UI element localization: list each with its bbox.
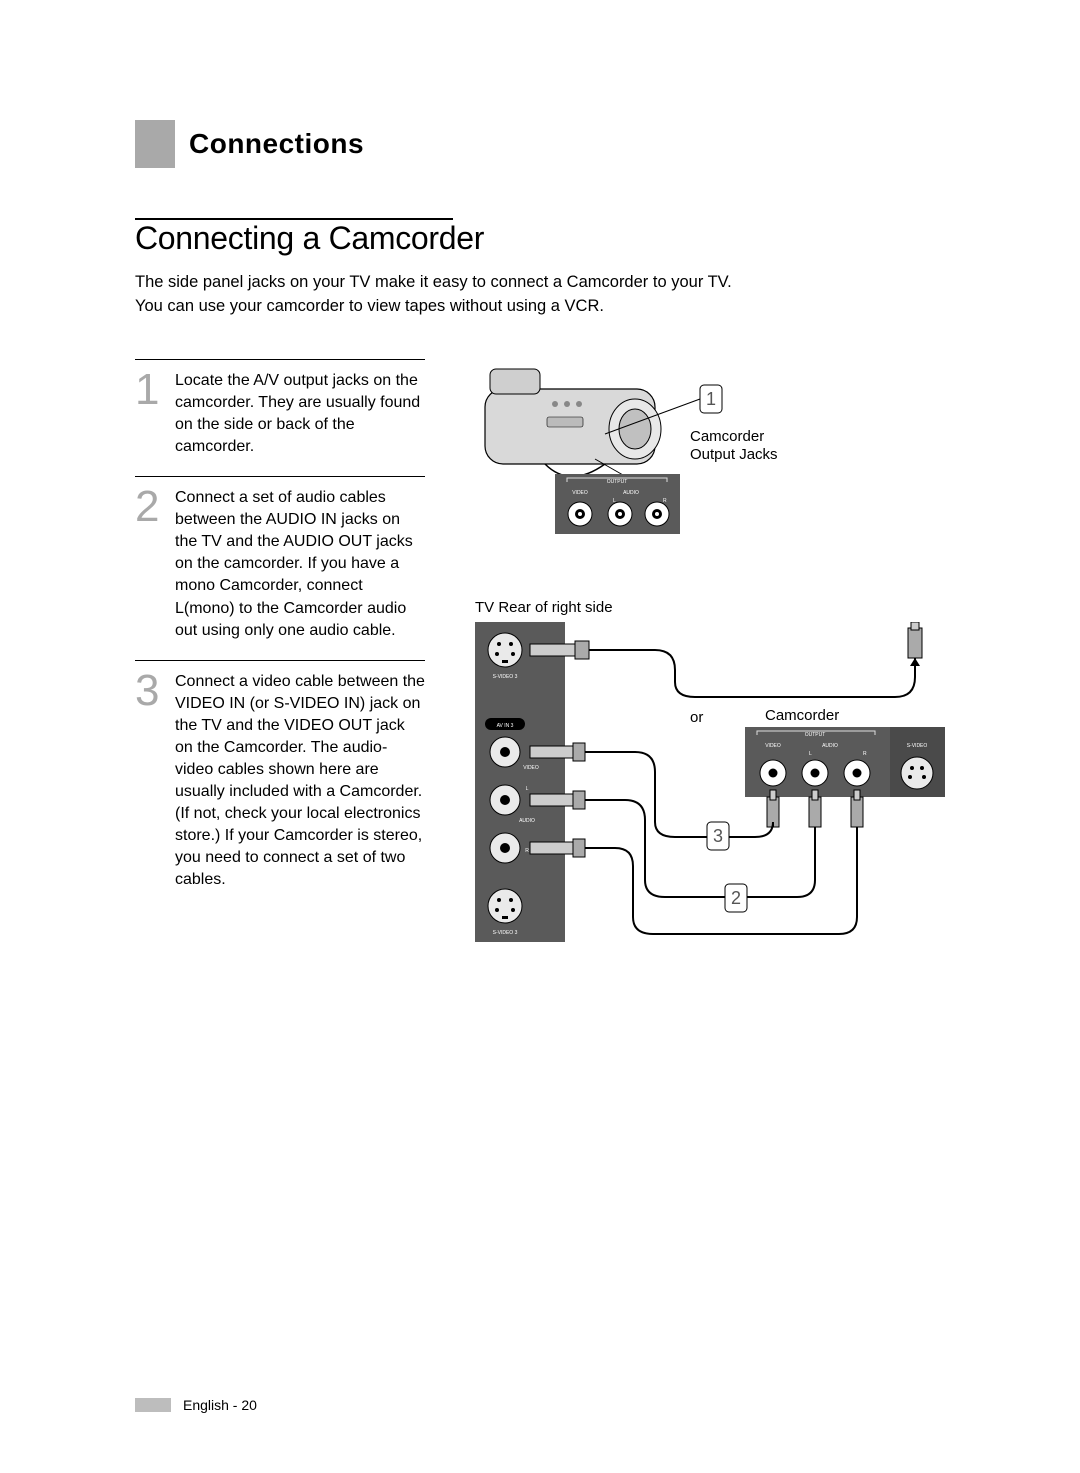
page-title: Connecting a Camcorder (135, 220, 980, 257)
footer-bar-icon (135, 1398, 171, 1412)
cam-audio: AUDIO (822, 743, 838, 749)
intro-line-2: You can use your camcorder to view tapes… (135, 297, 604, 315)
tv-video: VIDEO (523, 765, 539, 771)
camcorder-label: Camcorder (765, 707, 839, 724)
step-number: 3 (135, 671, 161, 892)
intro-paragraph: The side panel jacks on your TV make it … (135, 271, 980, 319)
panel-audio-label: AUDIO (623, 490, 639, 496)
step-number: 2 (135, 487, 161, 642)
step-text: Connect a video cable between the VIDEO … (175, 671, 425, 892)
cam-output: OUTPUT (805, 732, 826, 738)
cam-l: L (809, 751, 812, 757)
panel-video-label: VIDEO (572, 490, 588, 496)
diagrams-column: 1 Camcorder Output Jacks OUTPUT VIDEO A (475, 359, 980, 967)
tv-audio-r: R (525, 848, 529, 854)
intro-line-1: The side panel jacks on your TV make it … (135, 273, 732, 291)
camcorder-jacks-label-1: Camcorder (690, 428, 764, 445)
camcorder-jacks-label-2: Output Jacks (690, 446, 778, 463)
cam-video: VIDEO (765, 743, 781, 749)
cam-r: R (863, 751, 867, 757)
content-columns: 1 Locate the A/V output jacks on the cam… (135, 359, 980, 967)
tv-rear-caption: TV Rear of right side (475, 599, 980, 616)
step-text: Connect a set of audio cables between th… (175, 487, 425, 642)
footer-lang: English (183, 1397, 229, 1413)
tv-audio: AUDIO (519, 818, 535, 824)
step-3: 3 Connect a video cable between the VIDE… (135, 660, 425, 910)
panel-output-label: OUTPUT (607, 479, 628, 485)
connection-svg: S-VIDEO 3 AV IN 3 VIDEO L AUDIO R (475, 622, 975, 962)
footer-text: English - 20 (183, 1397, 257, 1413)
footer-page: 20 (241, 1397, 257, 1413)
page: Connections Connecting a Camcorder The s… (0, 0, 1080, 1473)
step-2: 2 Connect a set of audio cables between … (135, 476, 425, 660)
camcorder-diagram: 1 Camcorder Output Jacks OUTPUT VIDEO A (475, 359, 980, 559)
section-tab: Connections (135, 120, 404, 168)
camcorder-svg: 1 Camcorder Output Jacks OUTPUT VIDEO A (475, 359, 945, 559)
steps-list: 1 Locate the A/V output jacks on the cam… (135, 359, 425, 967)
section-tab-row: Connections (135, 120, 453, 220)
tv-svideo3-bottom: S-VIDEO 3 (493, 930, 518, 936)
tv-avin3: AV IN 3 (497, 723, 514, 729)
callout-1: 1 (706, 389, 716, 409)
callout-2: 2 (731, 888, 741, 908)
section-tab-text: Connections (189, 128, 364, 159)
cam-svideo: S-VIDEO (907, 743, 928, 749)
step-number: 1 (135, 370, 161, 458)
page-footer: English - 20 (135, 1397, 257, 1413)
tv-svideo3-top: S-VIDEO 3 (493, 674, 518, 680)
connection-diagram: TV Rear of right side S-VIDEO 3 AV IN 3 (475, 599, 980, 967)
tv-audio-l: L (526, 786, 529, 792)
step-text: Locate the A/V output jacks on the camco… (175, 370, 425, 458)
or-label: or (690, 709, 703, 726)
panel-r-label: R (663, 498, 667, 504)
callout-3: 3 (713, 826, 723, 846)
step-1: 1 Locate the A/V output jacks on the cam… (135, 359, 425, 476)
